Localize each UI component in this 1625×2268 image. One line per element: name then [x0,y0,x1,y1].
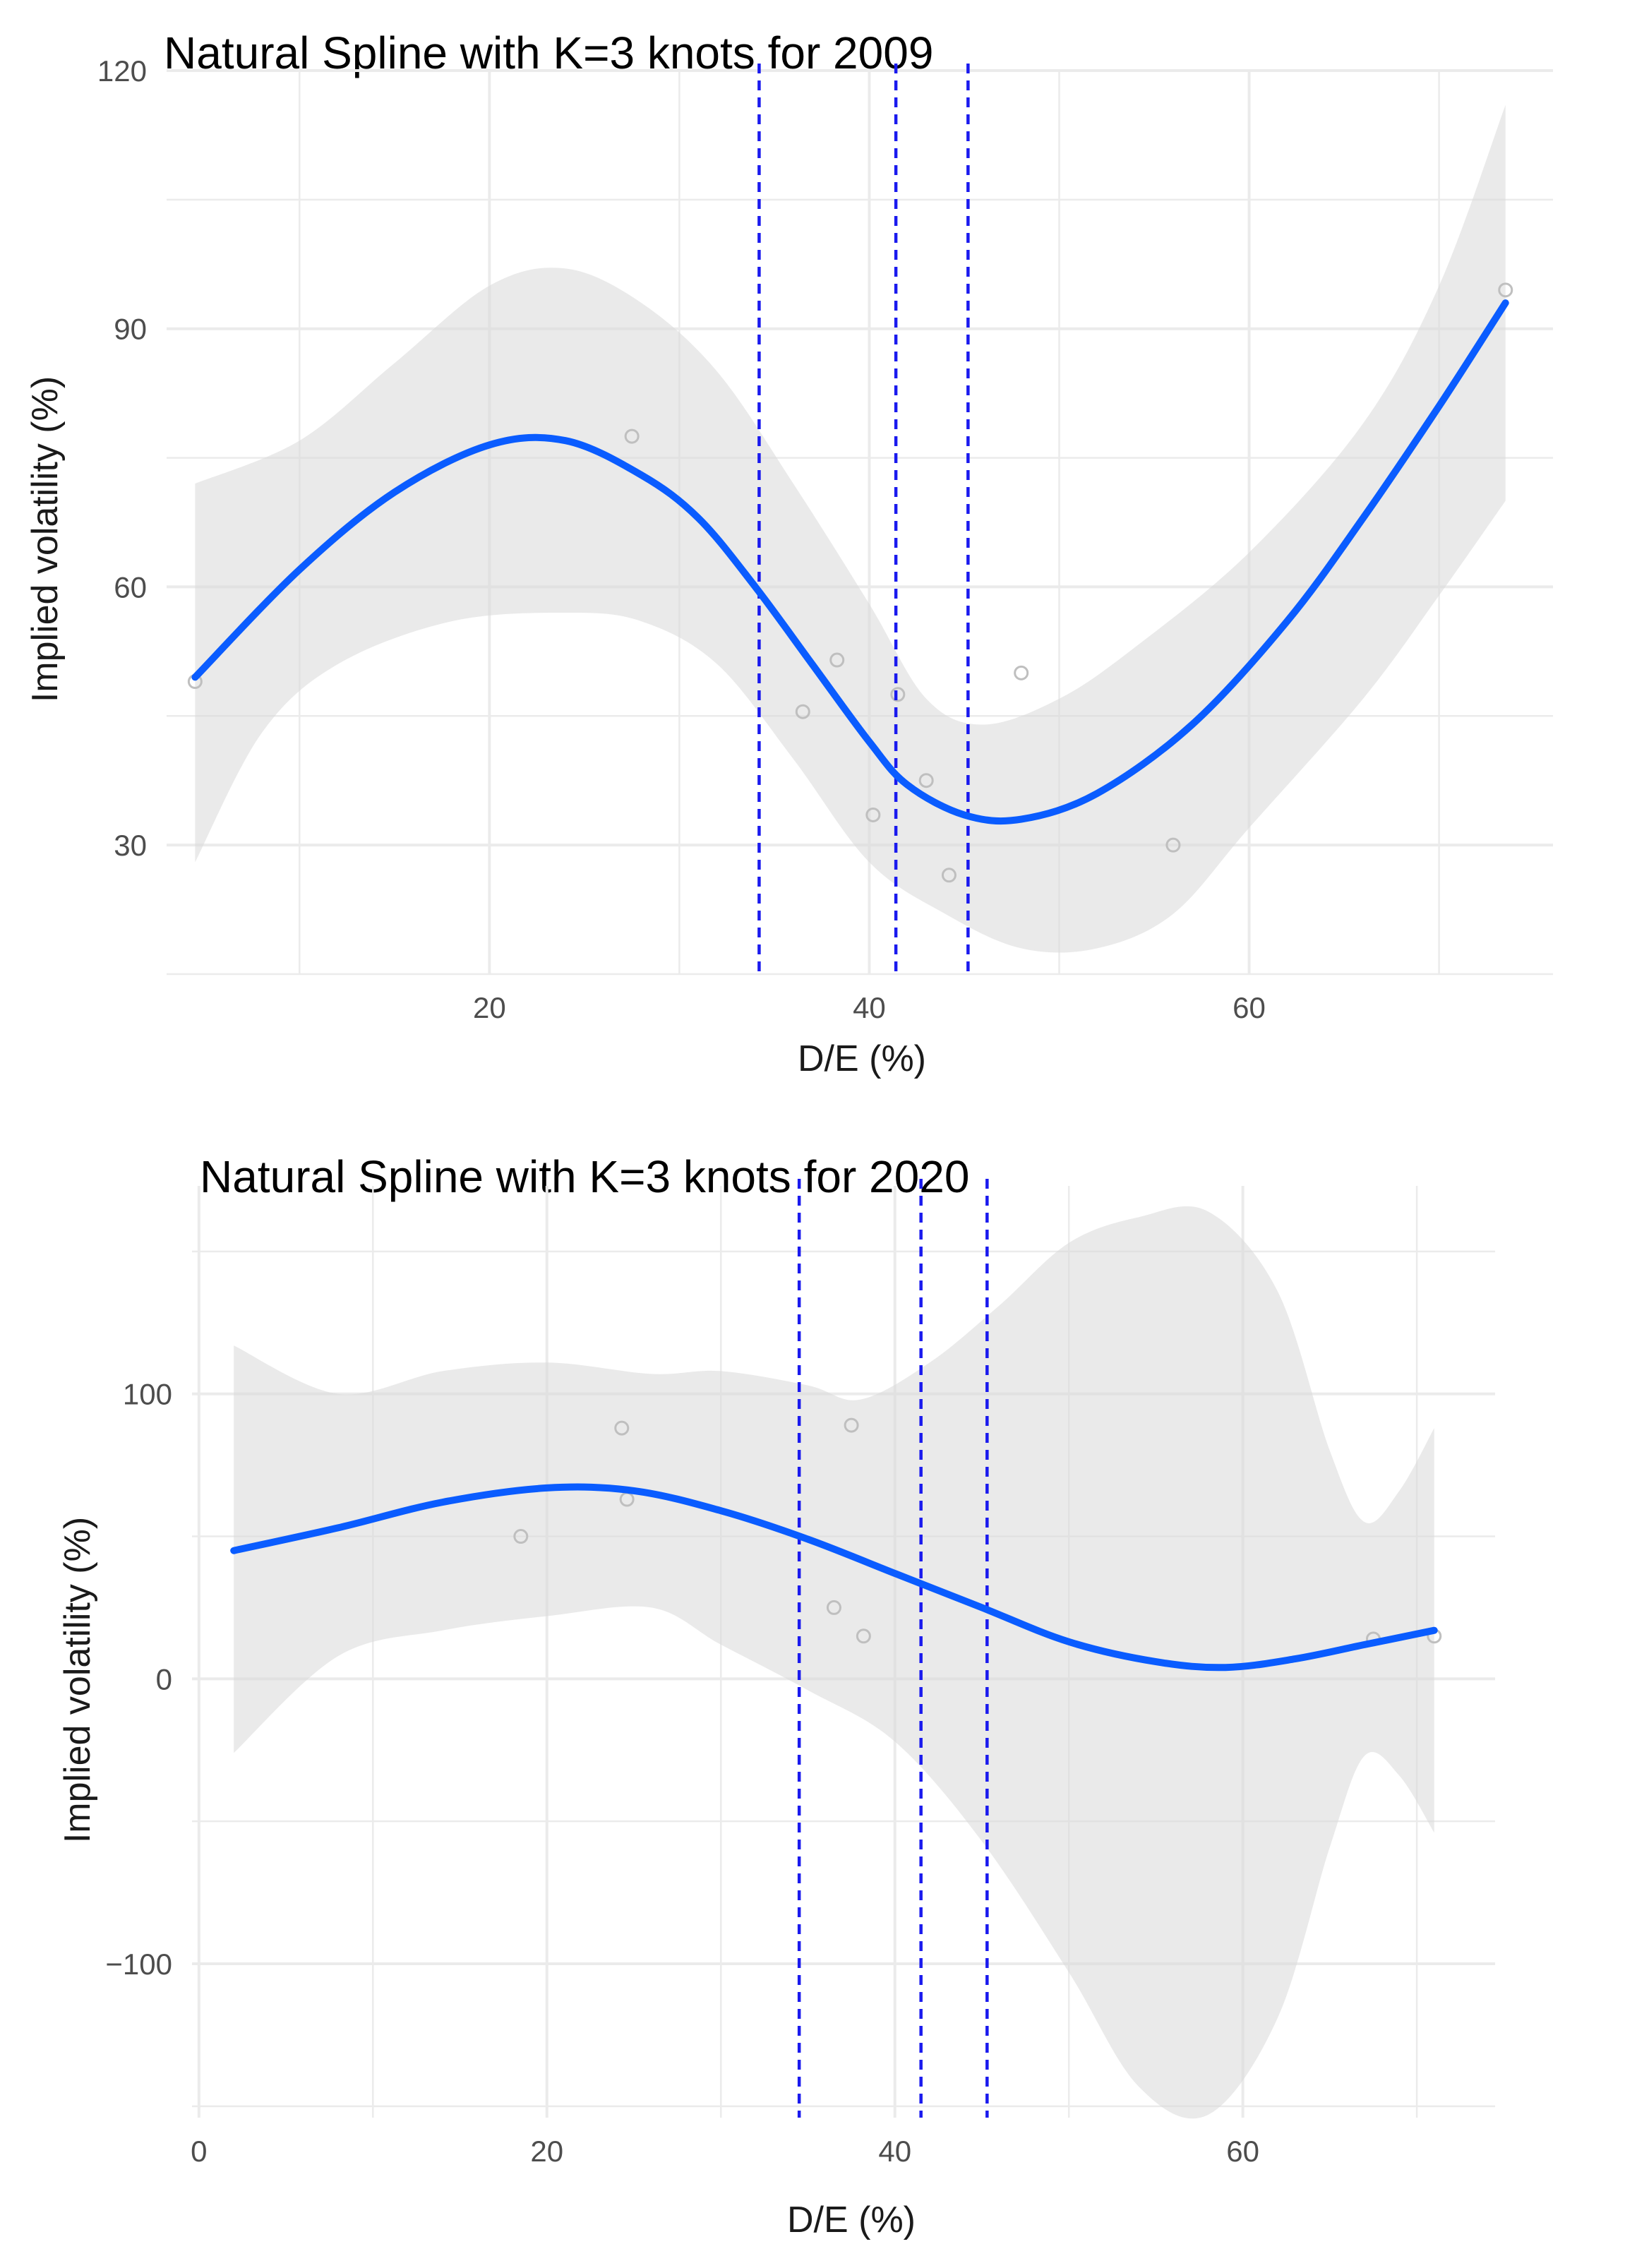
y-tick-label: 60 [114,570,147,604]
data-point [1014,665,1029,680]
plot-area: 20 40 60 30 60 90 120 [97,54,1553,1024]
y-tick-label: 100 [123,1378,172,1411]
data-point [856,1628,871,1644]
x-tick-label: 60 [1233,991,1266,1024]
data-point [826,1600,841,1615]
y-tick-label: −100 [105,1948,172,1981]
data-point [918,773,934,788]
data-point [844,1417,859,1433]
data-point [614,1420,630,1436]
x-tick-label: 40 [853,991,886,1024]
y-tick-label: 30 [114,829,147,862]
data-point [1498,282,1513,298]
x-tick-label: 60 [1226,2135,1259,2168]
data-point [865,807,881,822]
confidence-band [234,1206,1434,2119]
data-point [1165,837,1181,853]
x-tick-label: 20 [530,2135,563,2168]
y-tick-label: 90 [114,313,147,346]
x-axis-label: D/E (%) [787,2200,916,2240]
data-point [513,1529,529,1544]
confidence-band [195,104,1506,953]
x-tick-label: 20 [473,991,506,1024]
spline-fit-line [230,1483,1438,1672]
y-tick-label: 0 [156,1662,172,1696]
data-point [829,652,845,668]
y-tick-label: 120 [97,54,147,88]
y-axis-label: Implied volatility (%) [57,1516,98,1844]
x-tick-label: 0 [191,2135,207,2168]
data-point [624,428,640,444]
plot-area: 0 20 40 60 −100 0 100 [105,1179,1495,2168]
chart-panel-2020: Natural Spline with K=3 knots for 2020 0… [0,1122,1625,2268]
chart-title: Natural Spline with K=3 knots for 2020 [200,1151,970,1202]
data-point [795,704,810,719]
spline-fit-line [191,299,1509,825]
chart-panel-2009: Natural Spline with K=3 knots for 2009 2… [0,0,1625,1122]
x-axis-label: D/E (%) [798,1038,926,1079]
x-tick-label: 40 [878,2135,911,2168]
y-axis-label: Implied volatility (%) [25,376,66,703]
data-point [890,687,906,702]
data-point [941,868,957,883]
